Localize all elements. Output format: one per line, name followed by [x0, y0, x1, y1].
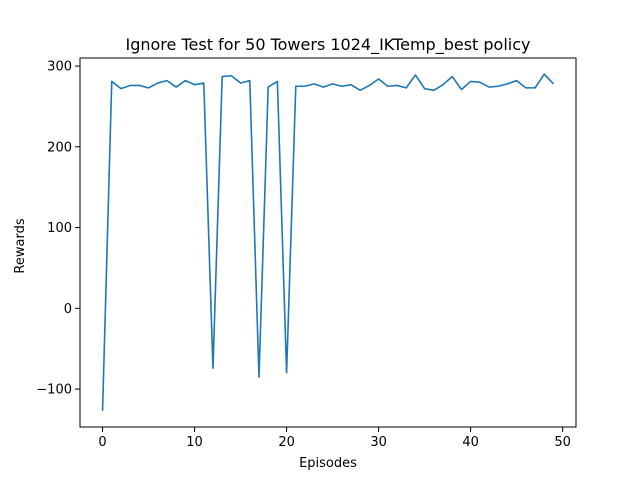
data-point: [276, 80, 278, 82]
data-point: [166, 80, 168, 82]
chart-title: Ignore Test for 50 Towers 1024_IKTemp_be…: [126, 35, 531, 55]
y-tick-label: 0: [64, 302, 72, 317]
x-tick-label: 40: [462, 435, 479, 450]
data-point: [460, 88, 462, 90]
data-point: [212, 367, 214, 369]
data-point: [175, 86, 177, 88]
data-point: [332, 83, 334, 85]
data-point: [148, 87, 150, 89]
data-point: [368, 84, 370, 86]
data-point: [387, 85, 389, 87]
data-point: [184, 80, 186, 82]
data-point: [157, 82, 159, 84]
data-point: [304, 85, 306, 87]
data-point: [534, 87, 536, 89]
data-point: [396, 84, 398, 86]
data-point: [497, 85, 499, 87]
plot-frame: [79, 57, 577, 428]
data-point: [442, 84, 444, 86]
x-axis-label: Episodes: [299, 456, 357, 471]
data-point: [240, 82, 242, 84]
data-point: [111, 80, 113, 82]
series-line: [101, 73, 555, 411]
data-point: [378, 78, 380, 80]
plot-area: 0 10 20 30 40 50 −100 0 100 200 300: [36, 57, 577, 450]
data-point: [341, 85, 343, 87]
data-point: [129, 84, 131, 86]
data-point: [543, 73, 545, 75]
x-tick-label: 30: [370, 435, 387, 450]
data-point: [230, 75, 232, 77]
x-tick-label: 0: [98, 435, 106, 450]
data-point: [479, 81, 481, 83]
x-tick-label: 50: [554, 435, 571, 450]
data-point: [267, 86, 269, 88]
data-point: [405, 87, 407, 89]
y-axis-label: Rewards: [13, 218, 28, 273]
data-point: [424, 88, 426, 90]
y-tick-label: 300: [47, 60, 72, 75]
data-point: [433, 89, 435, 91]
data-point: [138, 84, 140, 86]
data-point: [295, 85, 297, 87]
data-point: [102, 410, 104, 412]
data-point: [516, 80, 518, 82]
data-point: [470, 80, 472, 82]
y-tick-label: −100: [36, 383, 72, 398]
data-point: [286, 372, 288, 374]
data-point: [322, 86, 324, 88]
data-point: [258, 376, 260, 378]
data-point: [194, 84, 196, 86]
data-point: [359, 89, 361, 91]
data-point: [488, 86, 490, 88]
data-point: [350, 84, 352, 86]
data-point: [451, 76, 453, 78]
data-point: [120, 88, 122, 90]
data-point: [414, 74, 416, 76]
data-point: [313, 83, 315, 85]
x-tick-label: 20: [278, 435, 295, 450]
data-point: [203, 82, 205, 84]
x-tick-label: 10: [186, 435, 203, 450]
data-point: [506, 83, 508, 85]
data-point: [552, 83, 554, 85]
data-point: [525, 87, 527, 89]
y-tick-label: 200: [47, 140, 72, 155]
data-point: [221, 76, 223, 78]
data-point: [249, 80, 251, 82]
y-tick-label: 100: [47, 221, 72, 236]
